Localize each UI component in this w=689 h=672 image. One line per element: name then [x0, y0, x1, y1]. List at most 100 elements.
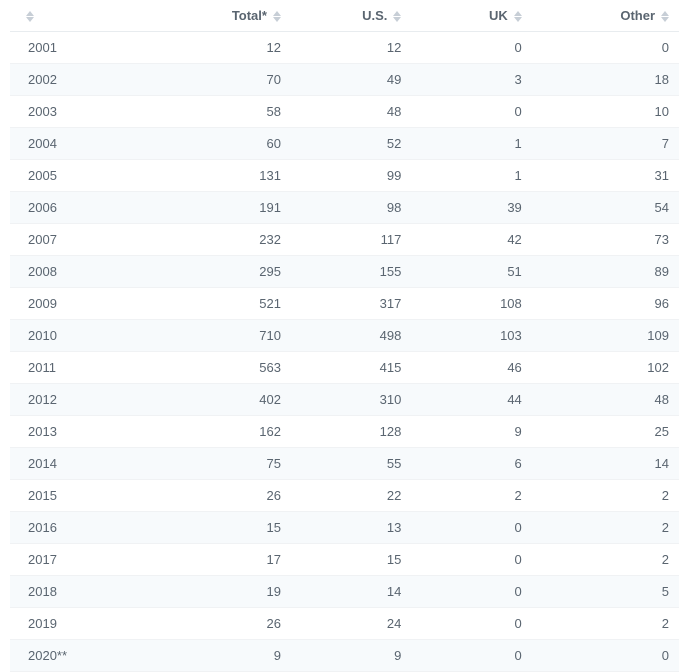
value-cell: 12: [144, 32, 291, 64]
table-row: 20035848010: [10, 96, 679, 128]
year-cell: 2006: [10, 192, 144, 224]
value-cell: 49: [291, 64, 411, 96]
value-cell: 46: [411, 352, 531, 384]
year-cell: 2017: [10, 544, 144, 576]
table-row: 2006191983954: [10, 192, 679, 224]
sort-icon[interactable]: [661, 11, 669, 22]
column-header[interactable]: [10, 0, 144, 32]
year-cell: 2002: [10, 64, 144, 96]
value-cell: 42: [411, 224, 531, 256]
table-row: 20027049318: [10, 64, 679, 96]
value-cell: 295: [144, 256, 291, 288]
value-cell: 26: [144, 608, 291, 640]
sort-icon[interactable]: [26, 11, 34, 22]
value-cell: 99: [291, 160, 411, 192]
value-cell: 710: [144, 320, 291, 352]
value-cell: 51: [411, 256, 531, 288]
year-cell: 2005: [10, 160, 144, 192]
value-cell: 48: [291, 96, 411, 128]
value-cell: 22: [291, 480, 411, 512]
year-cell: 2011: [10, 352, 144, 384]
value-cell: 3: [411, 64, 531, 96]
value-cell: 0: [411, 576, 531, 608]
value-cell: 131: [144, 160, 291, 192]
value-cell: 9: [144, 640, 291, 672]
value-cell: 15: [144, 512, 291, 544]
value-cell: 17: [144, 544, 291, 576]
table-row: 2001121200: [10, 32, 679, 64]
year-cell: 2003: [10, 96, 144, 128]
value-cell: 0: [411, 96, 531, 128]
value-cell: 232: [144, 224, 291, 256]
value-cell: 14: [291, 576, 411, 608]
year-cell: 2010: [10, 320, 144, 352]
value-cell: 0: [411, 544, 531, 576]
value-cell: 73: [532, 224, 679, 256]
value-cell: 58: [144, 96, 291, 128]
year-cell: 2019: [10, 608, 144, 640]
sort-icon[interactable]: [514, 11, 522, 22]
value-cell: 0: [411, 512, 531, 544]
year-cell: 2013: [10, 416, 144, 448]
column-header[interactable]: Total*: [144, 0, 291, 32]
table-row: 20082951555189: [10, 256, 679, 288]
year-cell: 2007: [10, 224, 144, 256]
value-cell: 498: [291, 320, 411, 352]
table-row: 20124023104448: [10, 384, 679, 416]
value-cell: 108: [411, 288, 531, 320]
value-cell: 2: [532, 480, 679, 512]
value-cell: 2: [411, 480, 531, 512]
value-cell: 12: [291, 32, 411, 64]
column-label: Total*: [232, 8, 267, 23]
table-row: 2019262402: [10, 608, 679, 640]
value-cell: 98: [291, 192, 411, 224]
value-cell: 52: [291, 128, 411, 160]
year-cell: 2008: [10, 256, 144, 288]
table-header: Total* U.S. UK Other: [10, 0, 679, 32]
value-cell: 0: [411, 608, 531, 640]
value-cell: 55: [291, 448, 411, 480]
table-row: 200952131710896: [10, 288, 679, 320]
table-row: 2020**9900: [10, 640, 679, 672]
value-cell: 9: [291, 640, 411, 672]
year-cell: 2009: [10, 288, 144, 320]
value-cell: 10: [532, 96, 679, 128]
year-cell: 2014: [10, 448, 144, 480]
value-cell: 18: [532, 64, 679, 96]
column-header[interactable]: UK: [411, 0, 531, 32]
table-row: 2017171502: [10, 544, 679, 576]
column-header[interactable]: U.S.: [291, 0, 411, 32]
value-cell: 26: [144, 480, 291, 512]
column-label: U.S.: [362, 8, 387, 23]
value-cell: 14: [532, 448, 679, 480]
table-row: 2015262222: [10, 480, 679, 512]
year-cell: 2001: [10, 32, 144, 64]
table-row: 2018191405: [10, 576, 679, 608]
value-cell: 48: [532, 384, 679, 416]
value-cell: 128: [291, 416, 411, 448]
value-cell: 25: [532, 416, 679, 448]
value-cell: 44: [411, 384, 531, 416]
value-cell: 2: [532, 544, 679, 576]
value-cell: 9: [411, 416, 531, 448]
value-cell: 162: [144, 416, 291, 448]
value-cell: 317: [291, 288, 411, 320]
column-label: Other: [620, 8, 655, 23]
table-row: 20072321174273: [10, 224, 679, 256]
table-row: 2016151302: [10, 512, 679, 544]
table-row: 20147555614: [10, 448, 679, 480]
table-row: 2004605217: [10, 128, 679, 160]
value-cell: 13: [291, 512, 411, 544]
value-cell: 2: [532, 512, 679, 544]
value-cell: 415: [291, 352, 411, 384]
table-row: 2010710498103109: [10, 320, 679, 352]
sort-icon[interactable]: [393, 11, 401, 22]
value-cell: 563: [144, 352, 291, 384]
value-cell: 1: [411, 128, 531, 160]
value-cell: 96: [532, 288, 679, 320]
column-header[interactable]: Other: [532, 0, 679, 32]
table-body: 2001121200200270493182003584801020046052…: [10, 32, 679, 672]
value-cell: 0: [532, 640, 679, 672]
value-cell: 7: [532, 128, 679, 160]
sort-icon[interactable]: [273, 11, 281, 22]
